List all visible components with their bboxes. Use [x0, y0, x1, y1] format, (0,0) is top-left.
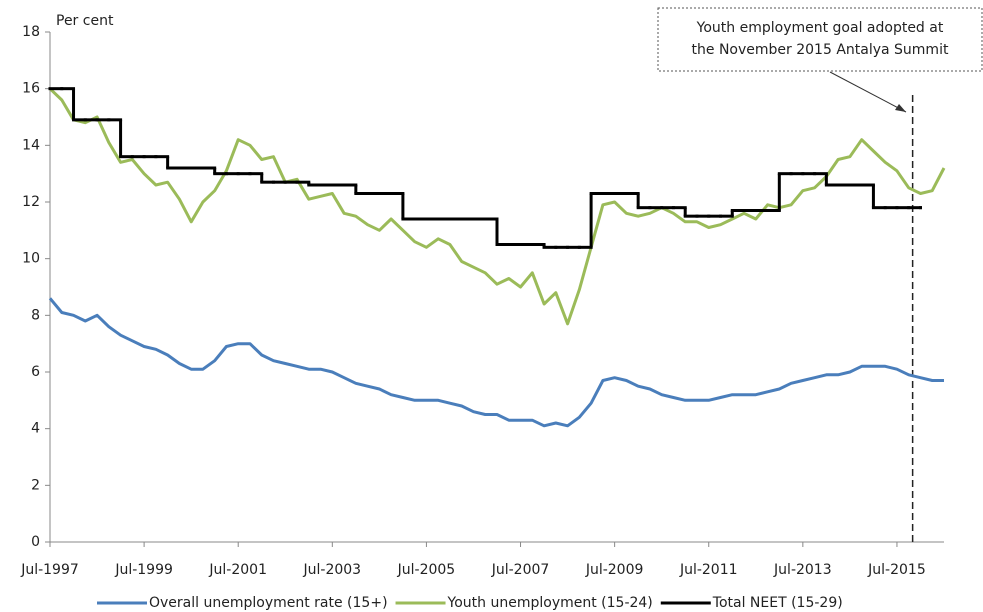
x-tick-label: Jul-1997 — [20, 562, 79, 578]
x-tick-label: Jul-2007 — [491, 562, 550, 578]
x-tick-label: Jul-2009 — [585, 562, 644, 578]
x-tick-label: Jul-2003 — [303, 562, 362, 578]
legend-label: Overall unemployment rate (15+) — [149, 595, 388, 611]
legend-label: Youth unemployment (15-24) — [447, 595, 653, 611]
annotation-arrow — [829, 71, 907, 113]
annotation-text: Youth employment goal adopted at — [696, 20, 944, 36]
series-line — [48, 297, 944, 428]
legend-label: Total NEET (15-29) — [712, 595, 843, 611]
annotation-text: the November 2015 Antalya Summit — [692, 42, 949, 58]
y-tick-label: 4 — [31, 421, 40, 437]
x-tick-label: Jul-2015 — [867, 562, 926, 578]
y-tick-label: 2 — [31, 477, 40, 493]
y-tick-label: 14 — [22, 137, 40, 153]
y-tick-label: 0 — [31, 534, 40, 550]
x-tick-label: Jul-1999 — [114, 562, 173, 578]
annotation-box — [657, 7, 983, 72]
y-tick-label: 16 — [22, 81, 40, 97]
x-tick-label: Jul-2011 — [679, 562, 738, 578]
y-tick-label: 12 — [22, 194, 40, 210]
y-tick-label: 10 — [22, 251, 40, 267]
series-line — [48, 87, 946, 326]
y-axis-label: Per cent — [56, 13, 114, 29]
y-tick-label: 18 — [22, 24, 40, 40]
y-tick-label: 6 — [31, 364, 40, 380]
y-tick-label: 8 — [31, 307, 40, 323]
x-tick-label: Jul-2013 — [773, 562, 832, 578]
x-tick-label: Jul-2001 — [208, 562, 267, 578]
annotation-arrowhead — [895, 104, 906, 112]
x-tick-label: Jul-2005 — [397, 562, 456, 578]
